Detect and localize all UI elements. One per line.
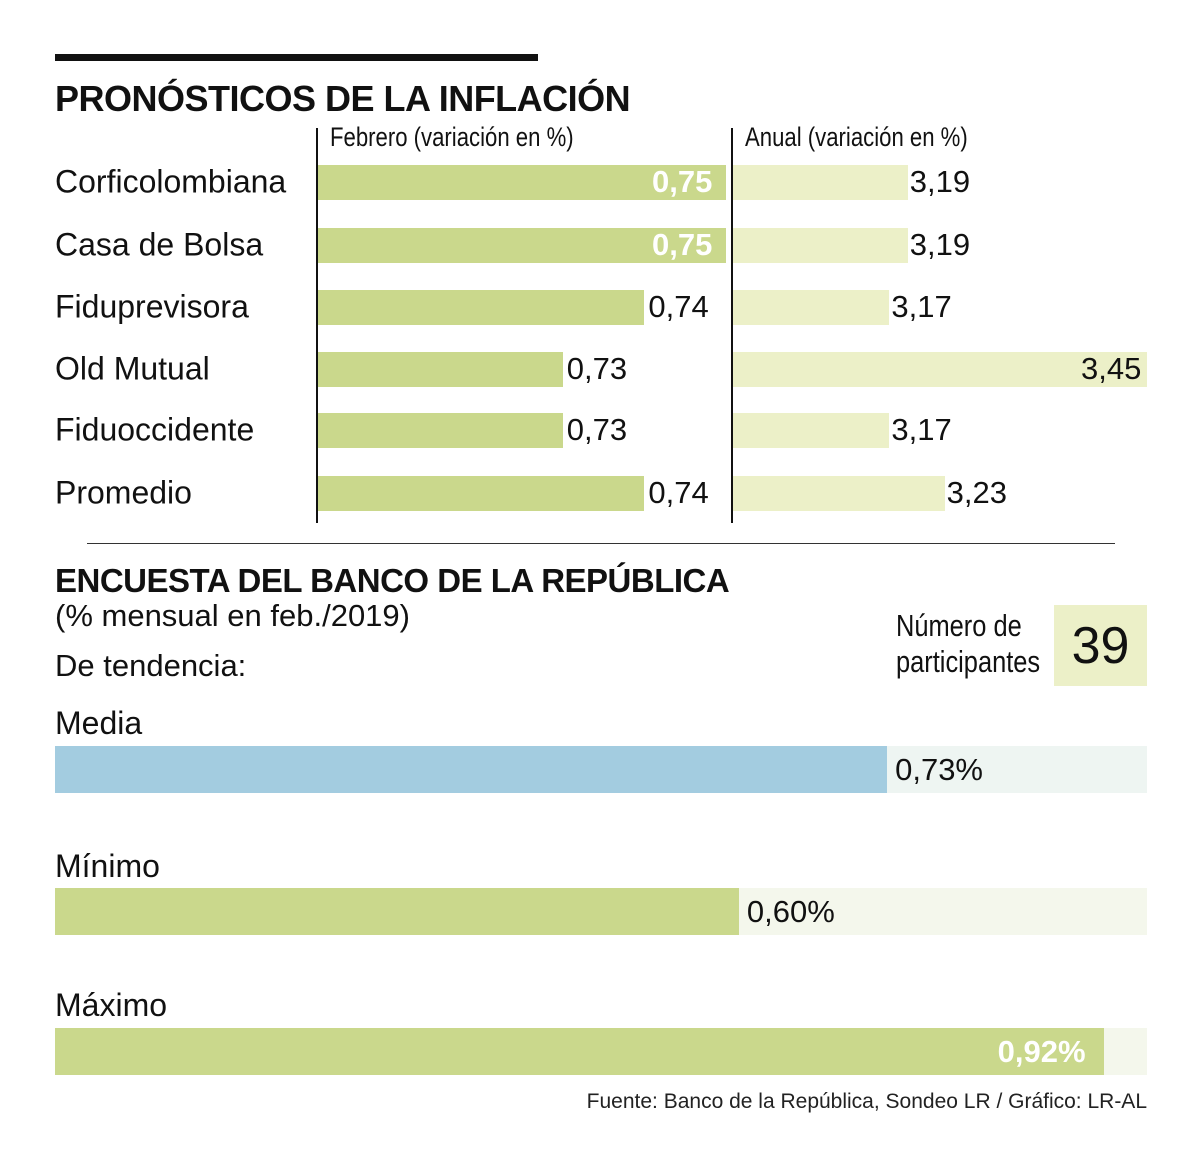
chart-title: PRONÓSTICOS DE LA INFLACIÓN (55, 78, 631, 119)
title-rule (55, 54, 538, 61)
survey-label: Máximo (55, 987, 168, 1023)
row-label: Promedio (55, 474, 192, 511)
annual-bar (733, 413, 890, 448)
feb-bar (318, 165, 726, 200)
survey-track: 0,73% (55, 746, 1147, 793)
annual-column-header: Anual (variación en %) (745, 122, 968, 152)
annual-value: 3,19 (909, 164, 971, 199)
annual-axis (731, 128, 733, 523)
participants-label-line2: participantes (896, 644, 1041, 679)
survey-value: 0,73% (895, 751, 983, 787)
feb-bar (318, 228, 726, 263)
feb-column-header: Febrero (variación en %) (330, 122, 574, 152)
annual-value: 3,17 (891, 412, 952, 447)
feb-value: 0,74 (648, 289, 709, 324)
survey-track: 0,60% (55, 888, 1147, 935)
annual-bar (733, 352, 1147, 387)
feb-value: 0,73 (566, 351, 628, 386)
annual-value: 3,23 (946, 475, 1007, 510)
row-label: Old Mutual (55, 350, 210, 387)
trend-label: De tendencia: (55, 648, 247, 683)
row-label: Corficolombiana (55, 163, 287, 200)
row-label: Fiduprevisora (55, 288, 249, 325)
section-divider (87, 543, 1115, 544)
participants-count: 39 (1054, 605, 1147, 686)
survey-title: ENCUESTA DEL BANCO DE LA REPÚBLICA (55, 562, 730, 599)
annual-bar (733, 165, 908, 200)
survey-label: Mínimo (55, 848, 160, 884)
survey-bar (55, 746, 888, 793)
feb-value: 0,75 (652, 227, 713, 262)
survey-value: 0,92% (997, 1033, 1086, 1069)
row-label: Casa de Bolsa (55, 226, 264, 263)
feb-value: 0,74 (648, 475, 709, 510)
feb-value: 0,75 (652, 164, 713, 199)
feb-axis (316, 128, 318, 523)
annual-value: 3,45 (1081, 351, 1142, 386)
row-label: Fiduoccidente (55, 411, 255, 448)
feb-bar (318, 352, 563, 387)
participants-label-line1: Número de (896, 608, 1022, 643)
survey-track: 0,92% (55, 1028, 1147, 1075)
feb-bar (318, 413, 563, 448)
survey-bar (55, 888, 739, 935)
feb-bar (318, 290, 645, 325)
annual-value: 3,19 (909, 227, 971, 262)
survey-label: Media (55, 705, 143, 741)
feb-bar (318, 476, 645, 511)
annual-bar (733, 476, 945, 511)
annual-bar (733, 290, 890, 325)
source-note: Fuente: Banco de la República, Sondeo LR… (586, 1090, 1147, 1113)
survey-subtitle: (% mensual en feb./2019) (55, 598, 410, 633)
participants-label: Número de participantes (896, 608, 1040, 680)
survey-bar (55, 1028, 1104, 1075)
survey-value: 0,60% (746, 893, 835, 929)
annual-value: 3,17 (891, 289, 952, 324)
annual-bar (733, 228, 908, 263)
feb-value: 0,73 (566, 412, 628, 447)
